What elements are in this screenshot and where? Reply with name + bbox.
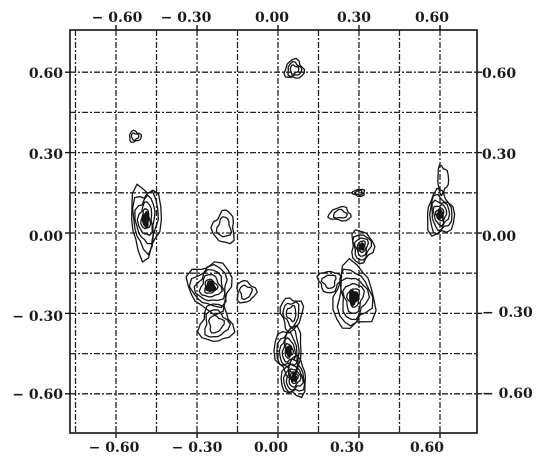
right-tick-label: − 0.60 [482,386,533,402]
contour-line [204,309,232,338]
left-tick-label: − 0.60 [12,387,63,403]
contour-line [342,283,366,314]
contour-line [326,205,352,222]
contour-line [345,288,360,308]
contour-peak [236,279,258,304]
contour-line [198,273,223,298]
contour-line [316,270,343,294]
left-tick-label: 0.00 [29,229,63,245]
right-tick-label: 0.60 [482,66,516,82]
contour-peak [332,257,377,330]
tick-labels: − 0.60 − 0.30 0.00 0.30 0.60 − 0.60 − 0.… [12,10,533,456]
contour-core [284,345,293,358]
contour-line [276,326,300,373]
right-tick-label: 0.30 [482,147,516,163]
contour-line [196,303,236,343]
contour-peak [350,188,366,198]
contour-core [290,372,298,383]
contour-line [215,216,233,238]
contour-core [436,207,444,220]
contour-peak [280,353,307,399]
contour-line [188,263,228,309]
contour-line [285,363,304,392]
contour-line [340,277,371,321]
contour-line [285,304,297,323]
left-tick-label: 0.60 [29,66,63,82]
contour-line [287,60,303,78]
contour-core [358,242,365,251]
axis-ticks [65,25,482,438]
bottom-tick-label: 0.00 [254,440,288,456]
contour-line [354,189,364,196]
contour-line [350,188,366,198]
contour-peak [351,229,376,265]
contour-peaks [128,57,456,399]
right-tick-label: 0.00 [482,229,516,245]
contour-line [136,201,153,237]
contour-line [320,274,337,290]
contour-line [332,208,349,219]
bottom-tick-label: − 0.30 [172,440,223,456]
bottom-tick-label: 0.30 [330,440,364,456]
contour-peak [437,164,450,197]
right-tick-label: − 0.30 [482,305,533,321]
top-tick-label: 0.00 [255,10,289,26]
contour-line [336,268,374,327]
bottom-tick-label: − 0.60 [89,440,140,456]
contour-line [356,240,366,254]
contour-core [204,280,217,293]
contour-line [289,64,300,76]
contour-line [131,190,159,256]
contour-line [280,353,307,399]
contour-line [193,268,226,302]
grid [70,30,477,433]
plot-frame [69,29,478,434]
top-tick-label: 0.60 [415,10,449,26]
contour-peak [210,209,235,245]
contour-peak [316,270,343,294]
bottom-tick-label: 0.60 [410,440,444,456]
contour-line [134,194,156,245]
contour-line [130,132,140,142]
contour-core [141,210,150,229]
contour-line [283,57,306,79]
contour-line [282,301,300,328]
contour-peak [426,187,456,238]
left-tick-label: 0.30 [29,147,63,163]
contour-peak [196,303,236,343]
contour-peak [185,261,233,316]
left-tick-label: − 0.30 [12,309,63,325]
contour-line [289,372,299,385]
contour-line [128,129,143,143]
top-tick-label: 0.30 [337,10,371,26]
contour-peak [326,205,352,222]
contour-line [288,368,302,388]
contour-peak [128,129,143,143]
contour-line [236,279,258,304]
contour-line [210,209,235,245]
contour-line [332,257,377,330]
contour-line [434,207,445,222]
top-tick-label: − 0.30 [161,10,212,26]
contour-line [278,332,298,367]
contour-core [349,289,360,307]
contour-line [437,164,450,197]
contour-line [207,314,225,334]
contour-peak [283,57,306,79]
contour-peak [131,183,163,264]
contour-line [354,237,370,257]
contour-line [185,261,233,316]
top-tick-label: − 0.60 [92,10,143,26]
contour-line [432,204,448,228]
contour-line [282,358,306,393]
contour-line [426,187,456,238]
contour-line [238,284,254,301]
